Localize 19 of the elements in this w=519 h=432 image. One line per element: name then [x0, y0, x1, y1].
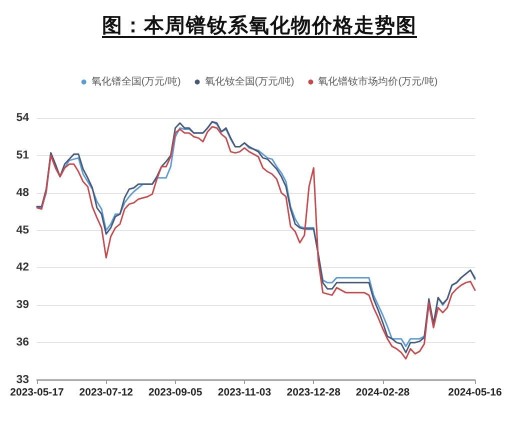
y-tick-label: 36: [16, 336, 29, 349]
legend-label: 氧化镨全国(万元/吨): [91, 76, 181, 88]
y-tick-label: 39: [16, 299, 29, 312]
x-tick-label: 2024-05-16: [448, 386, 502, 398]
y-tick-label: 33: [16, 374, 29, 386]
x-tick-label: 2023-12-28: [286, 386, 341, 398]
y-tick-label: 54: [16, 112, 30, 124]
x-tick-label: 2023-11-03: [218, 386, 272, 398]
legend-label: 氧化钕全国(万元/吨): [204, 76, 294, 88]
chart-title: 图：本周镨钕系氧化物价格走势图: [102, 13, 417, 37]
legend-label: 氧化镨钕市场均价(万元/吨): [318, 76, 438, 88]
x-tick-label: 2024-02-28: [356, 386, 410, 398]
y-tick-label: 45: [16, 224, 30, 236]
x-tick-label: 2023-07-12: [79, 386, 134, 398]
x-tick-label: 2023-05-17: [10, 386, 64, 398]
y-tick-label: 51: [16, 149, 30, 162]
y-tick-label: 42: [16, 262, 29, 274]
x-tick-label: 2023-09-05: [148, 386, 202, 398]
y-tick-label: 48: [16, 186, 30, 199]
